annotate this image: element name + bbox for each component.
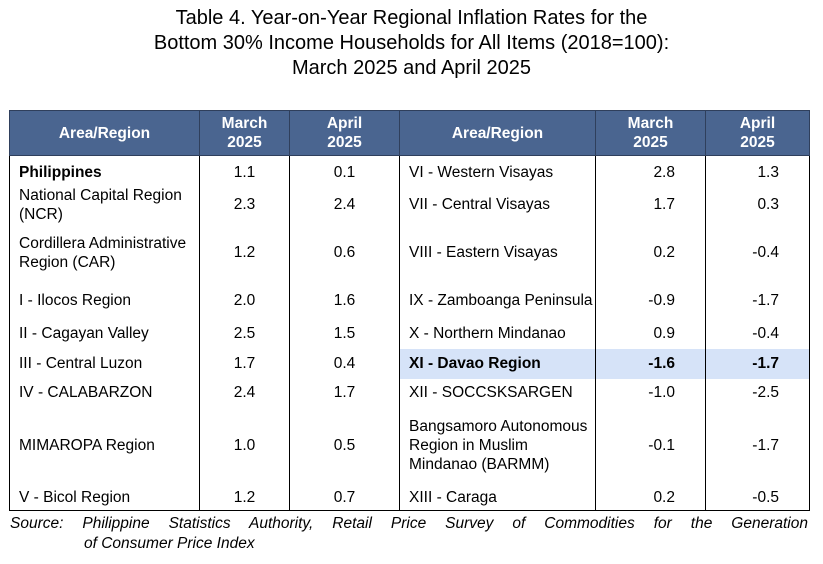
april-value: 0.1 bbox=[289, 155, 400, 186]
region-name: IX - Zamboanga Peninsula bbox=[399, 281, 596, 319]
header-april-right: April 2025 bbox=[705, 110, 810, 156]
title-line-2: Bottom 30% Income Households for All Ite… bbox=[153, 32, 670, 54]
march-value: 1.1 bbox=[199, 155, 290, 186]
table-row: V - Bicol Region 1.2 0.7 XIII - Caraga 0… bbox=[9, 484, 810, 511]
region-name: Bangsamoro Autonomous Region in Muslim M… bbox=[399, 406, 596, 485]
table-row: Philippines 1.1 0.1 VI - Western Visayas… bbox=[9, 155, 810, 186]
april-value: 0.7 bbox=[289, 484, 400, 511]
march-value: 2.4 bbox=[199, 378, 290, 407]
region-name: III - Central Luzon bbox=[9, 348, 200, 379]
region-name: I - Ilocos Region bbox=[9, 281, 200, 319]
april-value: -2.5 bbox=[705, 378, 810, 407]
april-value: 2.4 bbox=[289, 185, 400, 224]
region-name: XIII - Caraga bbox=[399, 484, 596, 511]
region-name: XII - SOCCSKSARGEN bbox=[399, 378, 596, 407]
april-value: 0.6 bbox=[289, 223, 400, 282]
title-line-1: Table 4. Year-on-Year Regional Inflation… bbox=[175, 7, 648, 29]
march-value: 0.9 bbox=[595, 318, 706, 349]
march-value: 2.0 bbox=[199, 281, 290, 319]
table-title: Table 4. Year-on-Year Regional Inflation… bbox=[0, 6, 823, 81]
header-area-left: Area/Region bbox=[9, 110, 200, 156]
march-value: 1.2 bbox=[199, 223, 290, 282]
april-value: 1.5 bbox=[289, 318, 400, 349]
source-line-2: of Consumer Price Index bbox=[84, 535, 255, 552]
march-value: -0.9 bbox=[595, 281, 706, 319]
table-row: IV - CALABARZON 2.4 1.7 XII - SOCCSKSARG… bbox=[9, 378, 810, 407]
header-march-right: March 2025 bbox=[595, 110, 706, 156]
march-value: 2.5 bbox=[199, 318, 290, 349]
region-name: Philippines bbox=[9, 155, 200, 186]
april-value: 0.4 bbox=[289, 348, 400, 379]
march-value: -0.1 bbox=[595, 406, 706, 485]
march-value: -1.0 bbox=[595, 378, 706, 407]
march-value: 0.2 bbox=[595, 484, 706, 511]
table-row: I - Ilocos Region 2.0 1.6 IX - Zamboanga… bbox=[9, 281, 810, 319]
april-value-highlighted: -1.7 bbox=[705, 348, 810, 379]
title-line-3: March 2025 and April 2025 bbox=[291, 57, 532, 79]
region-name-highlighted: XI - Davao Region bbox=[399, 348, 596, 379]
march-value: 1.0 bbox=[199, 406, 290, 485]
march-value: 2.3 bbox=[199, 185, 290, 224]
table-row: MIMAROPA Region 1.0 0.5 Bangsamoro Auton… bbox=[9, 406, 810, 485]
april-value: -0.4 bbox=[705, 223, 810, 282]
region-name: IV - CALABARZON bbox=[9, 378, 200, 407]
header-area-right: Area/Region bbox=[399, 110, 596, 156]
table-row: Cordillera Administrative Region (CAR) 1… bbox=[9, 223, 810, 282]
april-value: 1.6 bbox=[289, 281, 400, 319]
april-value: -1.7 bbox=[705, 406, 810, 485]
table-row: III - Central Luzon 1.7 0.4 XI - Davao R… bbox=[9, 348, 810, 379]
region-name: V - Bicol Region bbox=[9, 484, 200, 511]
header-row: Area/Region March 2025 April 2025 Area/Reg… bbox=[9, 110, 810, 156]
march-value-highlighted: -1.6 bbox=[595, 348, 706, 379]
april-value: -1.7 bbox=[705, 281, 810, 319]
inflation-table: Area/Region March 2025 April 2025 Area/Reg… bbox=[9, 110, 810, 511]
april-value: 0.5 bbox=[289, 406, 400, 485]
header-april-left: April 2025 bbox=[289, 110, 400, 156]
table-row: National Capital Region (NCR) 2.3 2.4 VI… bbox=[9, 185, 810, 224]
header-march-left: March 2025 bbox=[199, 110, 290, 156]
region-name: Cordillera Administrative Region (CAR) bbox=[9, 223, 200, 282]
april-value: 1.3 bbox=[705, 155, 810, 186]
april-value: -0.5 bbox=[705, 484, 810, 511]
march-value: 0.2 bbox=[595, 223, 706, 282]
march-value: 1.2 bbox=[199, 484, 290, 511]
march-value: 2.8 bbox=[595, 155, 706, 186]
source-note: Source: Philippine Statistics Authority,… bbox=[10, 514, 808, 554]
march-value: 1.7 bbox=[595, 185, 706, 224]
source-line-1: Source: Philippine Statistics Authority,… bbox=[10, 515, 808, 532]
region-name: II - Cagayan Valley bbox=[9, 318, 200, 349]
region-name: National Capital Region (NCR) bbox=[9, 185, 200, 224]
region-name: VIII - Eastern Visayas bbox=[399, 223, 596, 282]
region-name: X - Northern Mindanao bbox=[399, 318, 596, 349]
table-row: II - Cagayan Valley 2.5 1.5 X - Northern… bbox=[9, 318, 810, 349]
region-name: VII - Central Visayas bbox=[399, 185, 596, 224]
april-value: 1.7 bbox=[289, 378, 400, 407]
april-value: 0.3 bbox=[705, 185, 810, 224]
april-value: -0.4 bbox=[705, 318, 810, 349]
region-name: VI - Western Visayas bbox=[399, 155, 596, 186]
march-value: 1.7 bbox=[199, 348, 290, 379]
region-name: MIMAROPA Region bbox=[9, 406, 200, 485]
